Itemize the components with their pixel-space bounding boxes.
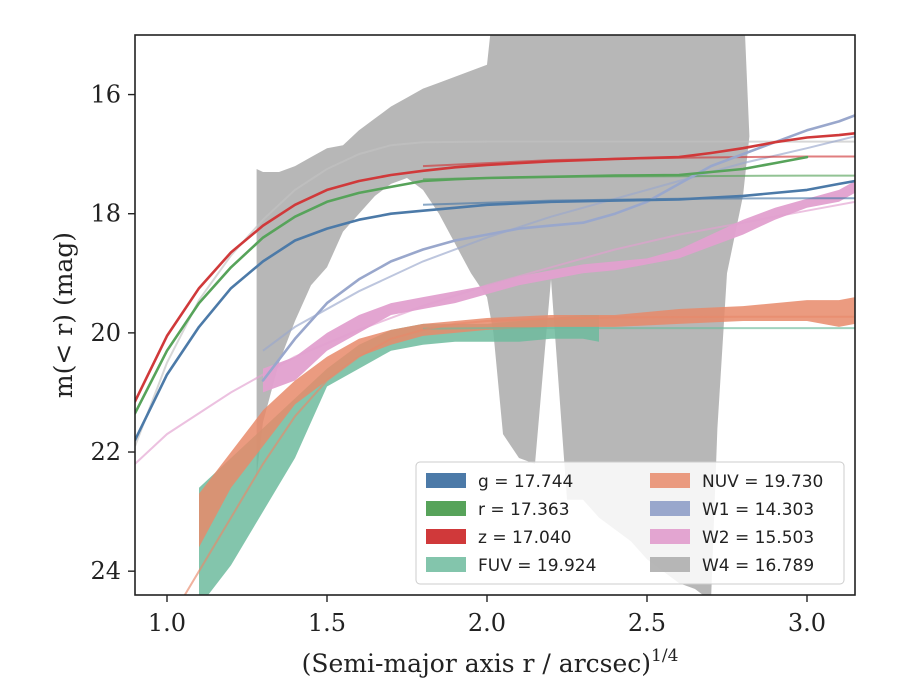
x-tick-label: 1.0 [148, 609, 186, 637]
y-tick-label: 22 [90, 438, 121, 466]
series-line-z [135, 132, 855, 403]
legend-entry: W2 = 15.503 [650, 528, 814, 548]
y-tick-label: 24 [90, 557, 121, 585]
x-axis-label: (Semi-major axis r / arcsec)1/4 [302, 646, 679, 678]
legend-swatch [426, 529, 466, 544]
models-layer [135, 135, 855, 595]
series-line-g [135, 179, 855, 442]
lines-layer [135, 114, 855, 442]
legend-entry: W4 = 16.789 [650, 556, 814, 576]
x-axis-ticks: 1.0 1.5 2.0 2.5 3.0 [148, 595, 826, 637]
legend-swatch [426, 557, 466, 572]
legend-swatch [650, 529, 690, 544]
legend-entry: W1 = 14.303 [650, 500, 814, 520]
legend: g = 17.744 r = 17.363 z = 17.040 FUV = 19.9… [415, 461, 845, 585]
model-curve-fuv [422, 327, 855, 330]
x-tick-label: 2.0 [468, 609, 506, 637]
legend-frame [415, 461, 845, 585]
x-tick-label: 2.5 [628, 609, 666, 637]
plot-frame [134, 34, 856, 596]
y-tick-label: 18 [90, 200, 121, 228]
legend-label: W4 = 16.789 [702, 556, 814, 576]
legend-label: NUV = 19.730 [702, 472, 823, 492]
x-tick-label: 1.5 [308, 609, 346, 637]
y-tick-label: 20 [90, 319, 121, 347]
series-band-fuv [199, 315, 599, 595]
model-curve-w4 [135, 140, 855, 447]
legend-swatch [426, 473, 466, 488]
legend-label: W1 = 14.303 [702, 500, 814, 520]
legend-swatch [650, 473, 690, 488]
model-curve-w2 [135, 200, 855, 465]
legend-label: z = 17.040 [478, 528, 571, 548]
legend-label: FUV = 19.924 [478, 556, 596, 576]
model-curve-w1 [262, 135, 855, 352]
legend-swatch [426, 501, 466, 516]
model-curve-nuv [183, 315, 855, 595]
series-band-w2 [263, 181, 855, 393]
legend-entry: NUV = 19.730 [650, 472, 823, 492]
legend-swatch [650, 501, 690, 516]
legend-entry: g = 17.744 [426, 472, 573, 492]
legend-label: r = 17.363 [478, 500, 570, 520]
legend-swatch [650, 557, 690, 572]
y-axis-label: m(< r) (mag) [49, 232, 78, 398]
series-line-r [135, 155, 809, 415]
y-tick-label: 16 [90, 81, 121, 109]
y-axis-ticks: 16 18 20 22 24 [90, 81, 135, 585]
plot-area [135, 35, 855, 595]
legend-label: W2 = 15.503 [702, 528, 814, 548]
x-tick-label: 3.0 [788, 609, 826, 637]
legend-entries: g = 17.744 r = 17.363 z = 17.040 FUV = 19.9… [426, 472, 823, 576]
legend-entry: FUV = 19.924 [426, 556, 596, 576]
legend-label: g = 17.744 [478, 472, 573, 492]
legend-entry: z = 17.040 [426, 528, 571, 548]
x-axis-label-exponent: 1/4 [651, 646, 678, 666]
legend-entry: r = 17.363 [426, 500, 570, 520]
